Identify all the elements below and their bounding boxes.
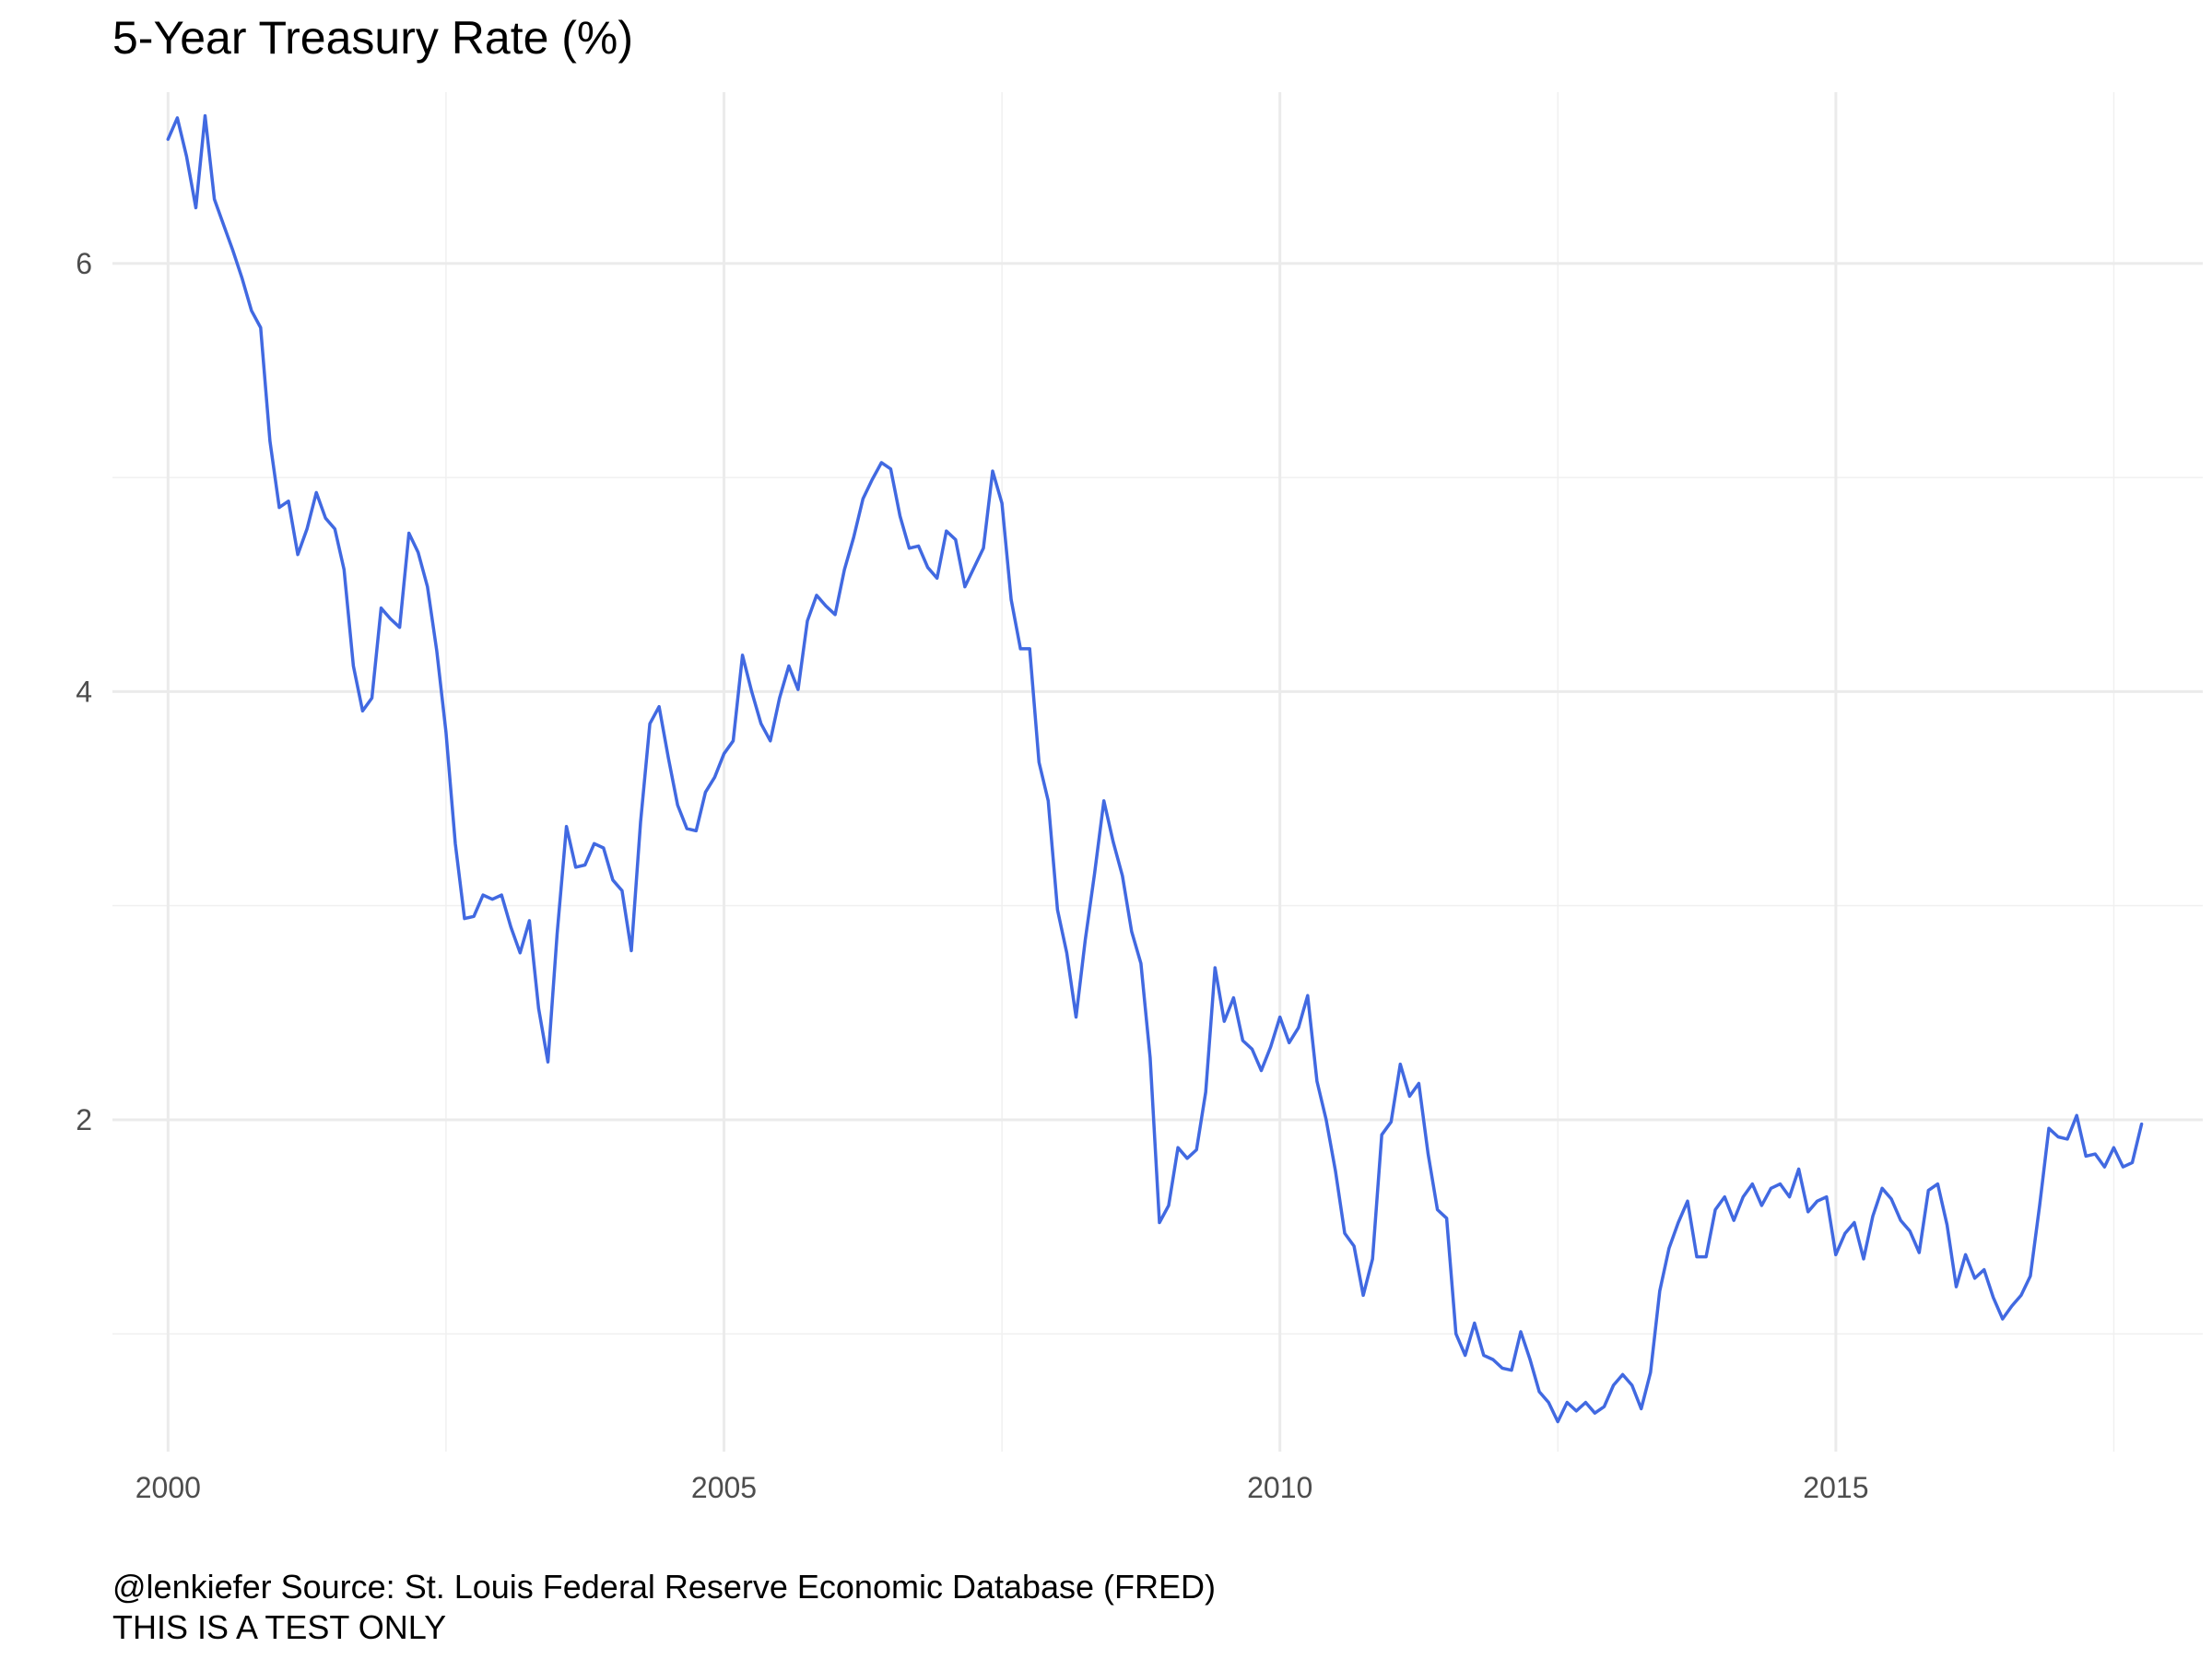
caption-source: @lenkiefer Source: St. Louis Federal Res… (112, 1568, 1217, 1606)
chart-caption: @lenkiefer Source: St. Louis Federal Res… (112, 1567, 1216, 1648)
minor-gridlines (112, 92, 2203, 1452)
major-gridlines (112, 92, 2203, 1452)
series-group (166, 113, 2144, 1424)
chart-title: 5-Year Treasury Rate (%) (112, 12, 634, 64)
x-axis-tick-labels: 2000 2005 2010 2015 (135, 1471, 1869, 1504)
y-axis-tick-labels: 2 4 6 (76, 247, 92, 1136)
caption-note: THIS IS A TEST ONLY (112, 1608, 447, 1646)
series-line (166, 113, 2144, 1424)
x-tick-label: 2015 (1803, 1471, 1868, 1504)
x-tick-label: 2000 (135, 1471, 201, 1504)
y-tick-label: 6 (76, 247, 92, 280)
x-tick-label: 2005 (691, 1471, 757, 1504)
y-tick-label: 2 (76, 1103, 92, 1136)
x-tick-label: 2010 (1247, 1471, 1312, 1504)
y-tick-label: 4 (76, 675, 92, 708)
